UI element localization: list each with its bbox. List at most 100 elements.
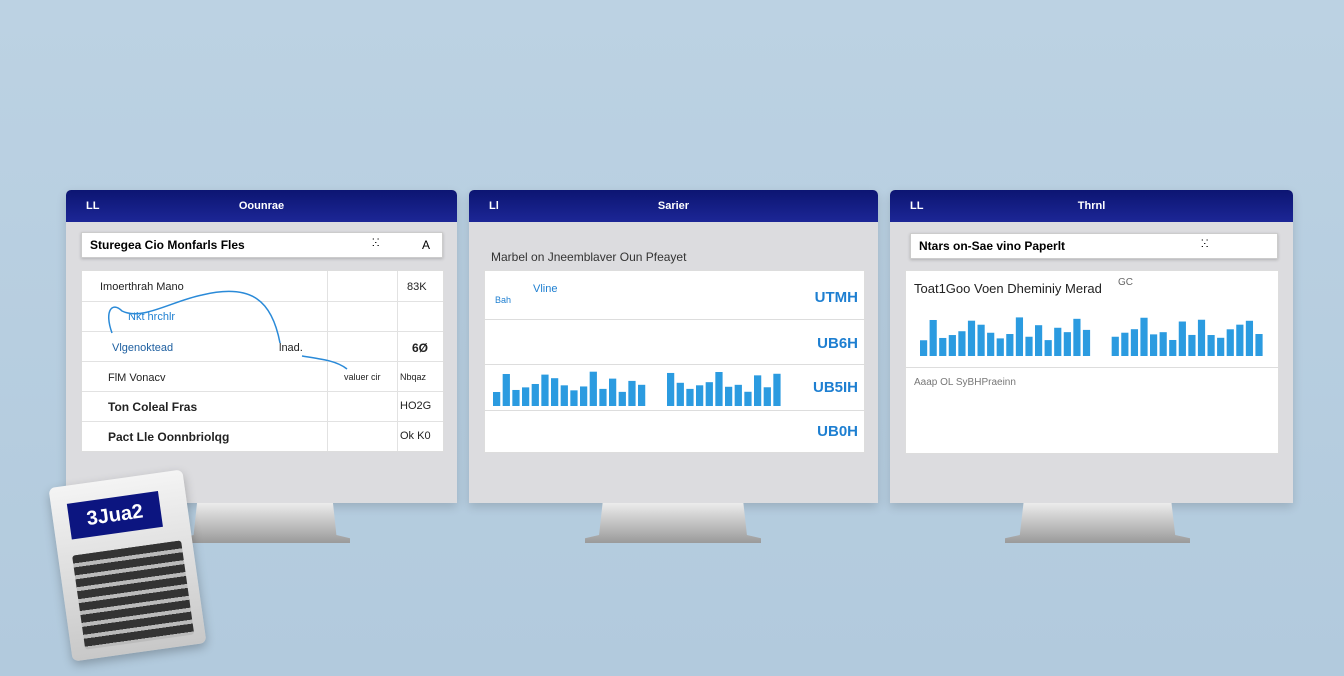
bar-decoration (744, 391, 752, 406)
bar-decoration (570, 390, 578, 406)
bar-decoration (493, 392, 501, 406)
bar-decoration (560, 385, 568, 406)
bar-decoration (987, 332, 995, 356)
cell: FlM Vonacv (108, 372, 166, 384)
bar-decoration (589, 371, 597, 406)
bar-decoration (551, 378, 559, 406)
bar-decoration (725, 386, 733, 406)
bar-decoration (676, 382, 684, 406)
bar-decoration (1130, 329, 1139, 356)
row: Pact Lle Oonnbriolqg Ok K0 (82, 421, 443, 452)
row: FlM Vonacv valuer cir Nbqaz (82, 361, 443, 392)
cell: Pact Lle Oonnbriolqg (108, 430, 230, 444)
bar-strip (920, 317, 1263, 356)
bar-decoration (967, 320, 976, 356)
header: LL Thrnl (890, 190, 1293, 222)
stand (585, 503, 761, 543)
row: Ton Coleal Fras HO2G (82, 391, 443, 422)
bar-decoration (1255, 334, 1263, 356)
bar-decoration (599, 388, 607, 406)
cell: Ok K0 (400, 430, 431, 442)
bar-decoration (541, 374, 549, 406)
bar-decoration (1054, 327, 1062, 356)
bar-decoration (618, 391, 626, 406)
panel: Toat1Goo Voen Dheminiy Merad GC Aaap OL … (905, 270, 1279, 454)
bar-decoration (1121, 332, 1129, 356)
table: Imoerthrah Mano 83K Nkt hrchlr Vlgenoktea… (81, 270, 444, 452)
stand (180, 503, 350, 543)
bar-decoration (531, 383, 539, 406)
divider (485, 364, 864, 365)
row: Vlgenoktead lnad. 6Ø (82, 331, 443, 362)
header-icon: LL (86, 200, 100, 212)
bar-decoration (512, 389, 520, 406)
bar-decoration (705, 382, 713, 406)
bar-decoration (1006, 334, 1014, 356)
divider (485, 410, 864, 411)
bar-decoration (1073, 318, 1081, 356)
bar-decoration (522, 387, 530, 406)
bar-decoration (1140, 317, 1148, 356)
bar-decoration (609, 378, 617, 406)
header-icon: LL (910, 200, 924, 212)
bar-decoration (939, 337, 947, 356)
bar-decoration (1044, 340, 1052, 356)
value: UTMH (814, 289, 858, 306)
bar-decoration (667, 372, 675, 406)
bar-decoration (1188, 334, 1196, 356)
header: Ll Sarier (469, 190, 878, 222)
bar-decoration (948, 335, 956, 356)
footer: Aaap OL SyBHPraeinn (914, 377, 1016, 388)
monitor: LL Oounrae Sturegea Cio Monfarls Fles ⵘ … (66, 190, 457, 503)
bar-decoration (1236, 324, 1244, 356)
cell: 6Ø (412, 341, 429, 355)
bar-decoration (1178, 321, 1186, 356)
bar-decoration (929, 319, 937, 356)
bar-decoration (1015, 317, 1024, 356)
curve (108, 290, 348, 370)
bar-decoration (580, 386, 588, 406)
bar-decoration (502, 373, 510, 406)
legend-item: Bah (495, 295, 512, 305)
bar-decoration (638, 384, 646, 406)
bar-decoration (1082, 329, 1091, 356)
toolbar-title[interactable]: Sturegea Cio Monfarls Fles (90, 238, 245, 252)
toolbar: Sturegea Cio Monfarls Fles ⵘ A (81, 232, 443, 258)
header-title: Oounrae (238, 200, 285, 212)
toolbar-title[interactable]: Ntars on-Sae vino Paperlt (919, 239, 1066, 253)
divider (906, 367, 1278, 368)
value: UB6H (817, 335, 858, 352)
bar-decoration (754, 375, 762, 406)
header: LL Oounrae (66, 190, 457, 222)
bar-decoration (996, 338, 1004, 356)
bar-decoration (696, 385, 704, 406)
chart-title: Toat1Goo Voen Dheminiy Merad (914, 281, 1102, 296)
bar-decoration (1217, 337, 1225, 356)
toolbar-code[interactable]: ⵘ (372, 238, 380, 249)
value: UB0H (817, 423, 858, 440)
toolbar-action[interactable]: A (422, 238, 431, 252)
bar-decoration (686, 388, 694, 406)
keyboard (72, 540, 195, 650)
bar-decoration (1169, 339, 1177, 356)
bar-decoration (977, 324, 985, 356)
row: Imoerthrah Mano 83K (82, 271, 443, 301)
cell: Imoerthrah Mano (100, 281, 184, 293)
bar-decoration (1063, 332, 1071, 356)
bar-decoration (1150, 334, 1158, 356)
header-icon: Ll (489, 200, 499, 212)
subtitle: Marbel on Jneemblaver Oun Pfeayet (491, 250, 687, 264)
legend-item: Vline (533, 283, 558, 295)
bar-decoration (1226, 329, 1234, 356)
bar-decoration (1035, 325, 1043, 356)
divider (485, 319, 864, 320)
cell: Nbqaz (400, 372, 427, 382)
bar-decoration (715, 371, 723, 406)
header-title: Sarier (657, 200, 690, 212)
curve-line (108, 290, 348, 370)
laptop-label: 3Jua2 (66, 491, 163, 540)
bar-decoration (1025, 336, 1033, 356)
monitor: Ll Sarier Marbel on Jneemblaver Oun Pfea… (469, 190, 878, 503)
toolbar-code[interactable]: ⵘ (1201, 239, 1209, 250)
bar-decoration (1207, 335, 1215, 356)
